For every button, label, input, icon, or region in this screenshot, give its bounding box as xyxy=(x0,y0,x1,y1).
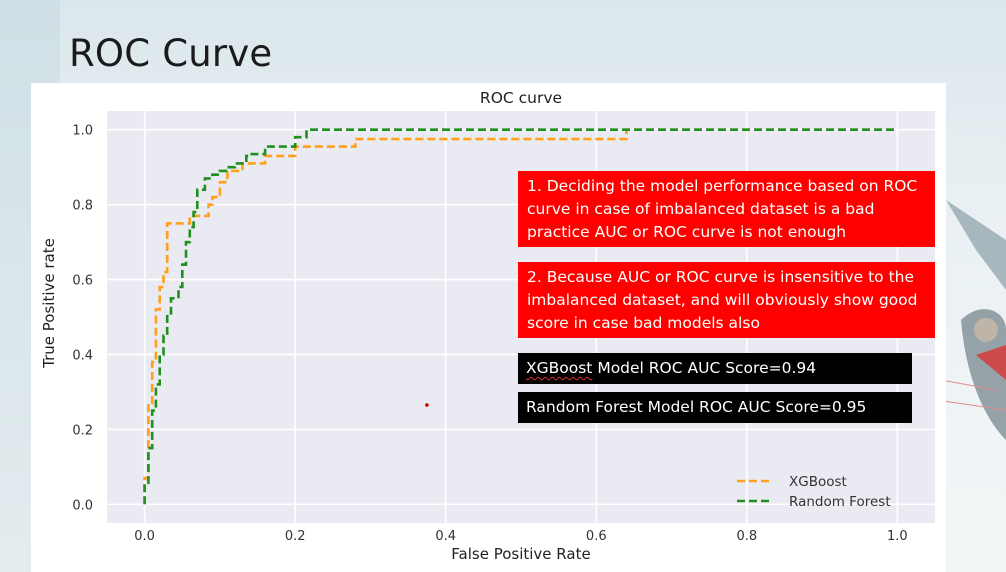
random-forest-score-box: Random Forest Model ROC AUC Score=0.95 xyxy=(518,392,912,423)
series-line-random-forest xyxy=(143,128,898,505)
x-tick-label: 0.0 xyxy=(134,529,155,544)
y-tick-label: 0.2 xyxy=(72,423,93,438)
y-tick-label: 0.8 xyxy=(72,199,93,214)
x-tick-label: 0.6 xyxy=(586,529,607,544)
series-layer xyxy=(143,128,898,505)
x-axis-label: False Positive Rate xyxy=(451,545,590,563)
legend: XGBoost Random Forest xyxy=(737,474,891,510)
tick-labels: 0.0 0.2 0.4 0.6 0.8 1.0 0.0 0.2 0.4 0.6 0.8 1.0 xyxy=(72,124,907,544)
annotation-dot xyxy=(425,403,429,407)
legend-label-random-forest: Random Forest xyxy=(789,494,891,510)
x-tick-label: 0.2 xyxy=(285,529,306,544)
xgboost-score-model-name: XGBoost xyxy=(526,359,593,377)
xgboost-score-text: Model ROC AUC Score=0.94 xyxy=(592,359,817,377)
legend-label-xgboost: XGBoost xyxy=(789,474,847,490)
y-tick-label: 0.6 xyxy=(72,274,93,289)
decorative-figure-icon xyxy=(936,200,1006,440)
slide-title: ROC Curve xyxy=(69,32,273,75)
chart-title: ROC curve xyxy=(480,89,562,107)
y-tick-label: 0.0 xyxy=(72,498,93,513)
y-axis-label: True Positive rate xyxy=(40,238,58,369)
note-auc-insensitive: 2. Because AUC or ROC curve is insensiti… xyxy=(518,262,935,338)
note-auc-insensitive-text: 2. Because AUC or ROC curve is insensiti… xyxy=(527,268,918,332)
xgboost-score-box: XGBoost Model ROC AUC Score=0.94 xyxy=(518,353,912,384)
note-imbalanced-practice-text: 1. Deciding the model performance based … xyxy=(527,177,918,241)
y-tick-label: 0.4 xyxy=(72,348,93,363)
x-tick-label: 0.4 xyxy=(435,529,456,544)
x-tick-label: 1.0 xyxy=(887,529,908,544)
random-forest-score-text: Random Forest Model ROC AUC Score=0.95 xyxy=(526,398,867,416)
note-imbalanced-practice: 1. Deciding the model performance based … xyxy=(518,171,935,247)
series-line-xgboost xyxy=(143,128,898,505)
x-tick-label: 0.8 xyxy=(736,529,757,544)
y-tick-label: 1.0 xyxy=(72,124,93,139)
